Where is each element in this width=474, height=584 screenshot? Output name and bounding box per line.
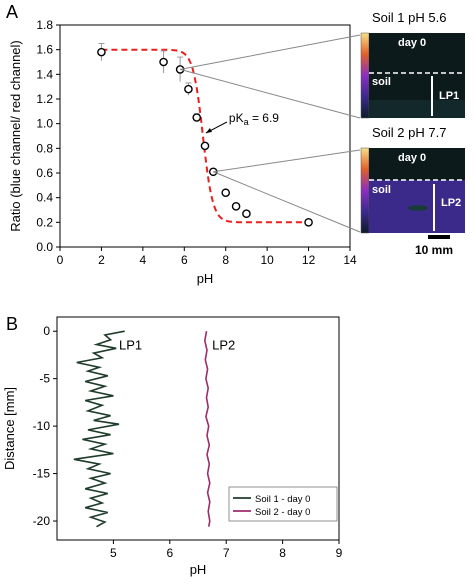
plot-frame-a [59,24,351,248]
panel-label-a: A [6,2,18,22]
pka-arrowhead [205,128,212,133]
soil1-soil-label: soil [372,76,391,88]
data-point [221,188,231,198]
y-tick-label-a: 0.6 [36,166,53,180]
y-axis-label-a: Ratio (blue channel/ red channel) [8,40,23,232]
y-tick-label-a: 1.4 [36,67,53,81]
soil2-image-top [369,148,465,180]
series-line-2 [203,331,211,527]
data-point [184,84,193,94]
pka-annotation: pKa = 6.9 [229,111,279,127]
chart-a: 0 2 4 6 8 10 12 14 0.0 0.2 0.4 0.6 0.8 1.0 1.2 1.4 1.6 1.… [8,18,357,286]
y-tick-label-b: -20 [33,514,51,528]
data-point [159,57,168,67]
soil2-title: Soil 2 pH 7.7 [372,125,446,140]
soil1-title: Soil 1 pH 5.6 [372,10,446,25]
soil2-day-label: day 0 [398,152,426,164]
callout-lines [180,34,361,233]
x-tick-label-a: 6 [181,253,188,267]
scale-bar-label: 10 mm [415,243,453,257]
y-tick-label-a: 1.2 [36,92,53,106]
y-tick-label-a: 1.8 [36,18,53,32]
data-point [231,201,241,211]
x-tick-label-a: 10 [260,253,274,267]
x-tick-label-a: 2 [98,253,105,267]
x-tick-label-a: 8 [222,253,229,267]
x-tick-label-b: 9 [336,546,343,560]
x-tick-label-a: 0 [57,253,64,267]
soil2-image-panel: Soil 2 pH 7.7 98765 day 0 soil LP2 [360,125,465,234]
soil1-colorbar [360,32,370,119]
soil1-day-label: day 0 [398,37,426,49]
y-tick-label-a: 0.2 [36,215,53,229]
data-point [242,209,251,218]
series-label-lp1: LP1 [119,337,142,352]
x-tick-label-a: 4 [140,253,147,267]
soil1-image-panel: Soil 1 pH 5.6 98765 day 0 soil LP1 [360,10,465,119]
y-tick-label-a: 1.0 [36,117,53,131]
fit-curve [101,48,309,224]
y-tick-label-b: -5 [39,372,50,386]
x-tick-label-a: 14 [343,253,357,267]
panel-label-b: B [6,314,18,334]
y-axis-label-b: Distance [mm] [2,387,17,470]
legend-entry: Soil 2 - day 0 [255,507,310,518]
data-point [192,113,202,122]
y-tick-label-a: 1.6 [36,43,53,57]
x-tick-label-a: 12 [302,253,316,267]
data-point [97,47,106,57]
y-tick-label-a: 0.0 [36,240,53,254]
series-label-lp2: LP2 [212,337,235,352]
soil2-root-feature [408,205,428,211]
y-tick-label-a: 0.8 [36,141,53,155]
callout-line [213,149,361,173]
y-tick-label-b: -10 [33,419,51,433]
soil1-texture [369,100,465,118]
callout-line [213,171,361,233]
soil1-lp-label: LP1 [439,90,459,102]
soil2-soil-label: soil [372,184,391,196]
soil2-lp-label: LP2 [441,197,461,209]
callout-line [180,68,361,119]
data-point [200,141,210,151]
x-axis-label-a: pH [197,271,214,286]
chart-b: 5 6 7 8 9 0 -5 -10 -15 -20 pH Distance [mm] LP1 LP2 So… [2,316,343,577]
data-point [304,218,313,227]
legend-box [228,486,338,522]
y-tick-label-b: -15 [33,467,51,481]
x-tick-label-b: 8 [279,546,286,560]
plot-frame-b [56,316,340,541]
x-axis-label-b: pH [190,562,207,577]
x-tick-label-b: 5 [110,546,117,560]
y-tick-label-b: 0 [43,324,50,338]
x-tick-label-b: 7 [223,546,230,560]
x-tick-label-b: 6 [166,546,173,560]
legend-entry: Soil 1 - day 0 [255,494,310,505]
callout-line [180,34,361,70]
series-line-1 [73,330,125,528]
soil2-colorbar [360,147,370,234]
y-tick-label-a: 0.4 [36,191,53,205]
